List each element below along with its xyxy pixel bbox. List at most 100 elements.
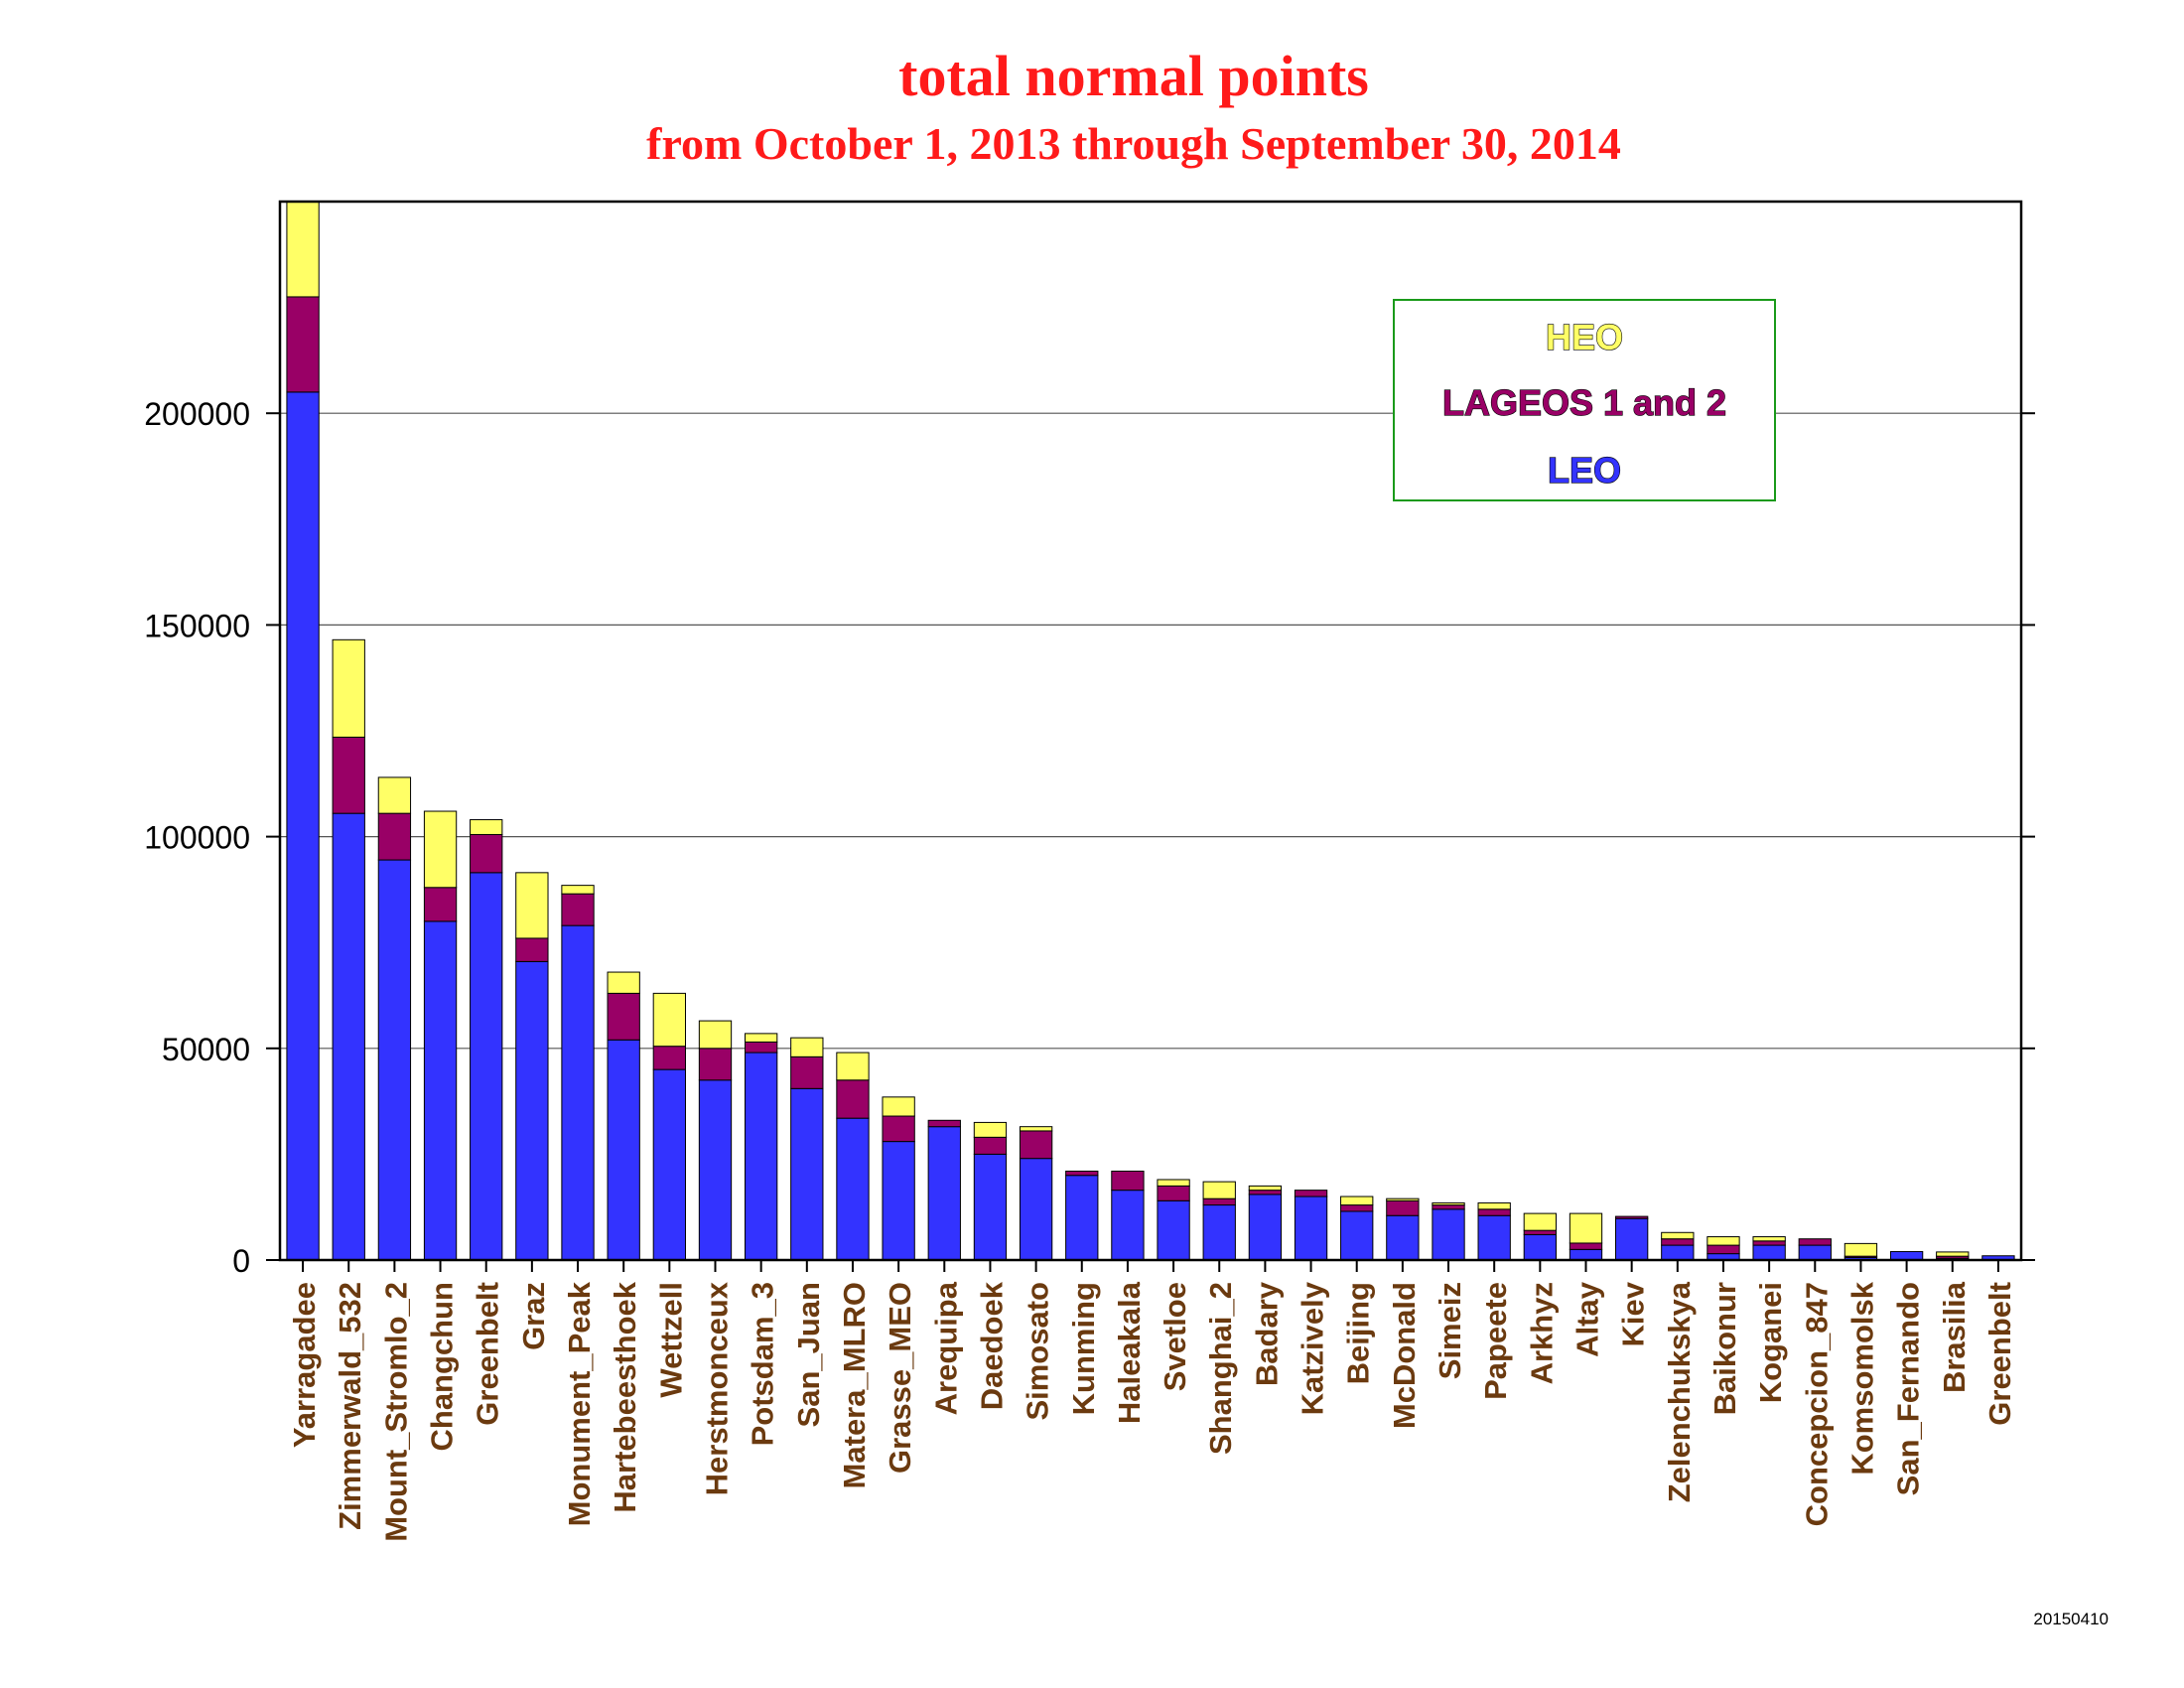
x-tick-label: Simeiz <box>1433 1282 1467 1379</box>
bar-segment-heo <box>698 1020 733 1050</box>
bar-segment-leo <box>927 1126 961 1261</box>
bar-segment-heo <box>470 819 503 835</box>
bar-segment-heo <box>1752 1236 1786 1242</box>
x-tick-label: Haleakala <box>1112 1281 1147 1424</box>
x-tick-label: Greenbelt <box>471 1282 505 1426</box>
x-tick-label: Wettzell <box>653 1282 688 1398</box>
bar-segment-heo <box>1386 1197 1420 1201</box>
x-tick-label: Graz <box>516 1282 551 1350</box>
bar-segment-leo <box>1752 1244 1786 1261</box>
bar-segment-heo <box>1706 1236 1740 1246</box>
bar-segment-lageos <box>1798 1238 1832 1246</box>
bar-segment-leo <box>698 1079 733 1261</box>
bar-segment-lageos <box>1340 1204 1374 1212</box>
bar-segment-lageos <box>1065 1170 1099 1177</box>
bar-segment-leo <box>1569 1248 1603 1261</box>
bar-segment-lageos <box>286 296 320 393</box>
bar-segment-leo <box>1615 1217 1649 1261</box>
x-tick-label: Badary <box>1249 1281 1284 1386</box>
x-tick-label: Daedoek <box>974 1281 1009 1410</box>
bar-segment-leo <box>1386 1214 1420 1261</box>
y-tick-label: 200000 <box>144 396 250 432</box>
bar-segment-heo <box>1432 1201 1465 1206</box>
bar-segment-lageos <box>515 937 549 962</box>
y-axis: 0 50000 100000 150000 200000 <box>144 396 2035 1279</box>
bar-segment-lageos <box>836 1079 870 1119</box>
x-axis: Yarragadee Zimmerwald_532 Mount_Stromlo_2 C… <box>287 1260 2017 1542</box>
y-tick-label: 150000 <box>144 608 250 643</box>
bar-segment-heo <box>1936 1251 1970 1257</box>
chart-subtitle: from October 1, 2013 through September 3… <box>646 118 1621 169</box>
bar-segment-lageos <box>790 1055 824 1089</box>
bar-segment-leo <box>1477 1214 1511 1261</box>
bar-segment-leo <box>790 1087 824 1261</box>
x-tick-label: Greenbelt <box>1982 1282 2017 1426</box>
bar-segment-lageos <box>607 992 640 1041</box>
bar-segment-leo <box>286 391 320 1261</box>
bar-segment-lageos <box>1294 1190 1328 1197</box>
bar-segment-heo <box>1340 1196 1374 1206</box>
bar-segment-heo <box>1248 1185 1283 1192</box>
x-tick-label: Zelenchukskya <box>1662 1281 1697 1502</box>
x-tick-label: Brasilia <box>1937 1281 1972 1393</box>
x-tick-label: Arequipa <box>928 1281 963 1415</box>
bar-segment-heo <box>1202 1181 1236 1199</box>
bar-segment-heo <box>1569 1212 1603 1244</box>
bar-segment-heo <box>836 1052 870 1081</box>
bar-segment-leo <box>1798 1244 1832 1261</box>
bar-segment-heo <box>790 1037 824 1057</box>
bar-segment-heo <box>1157 1179 1190 1187</box>
bar-segment-heo <box>1019 1126 1053 1132</box>
bar-segment-leo <box>836 1117 870 1261</box>
bar-segment-heo <box>561 885 595 895</box>
bar-segment-lageos <box>1432 1204 1465 1210</box>
bar-segment-lageos <box>1157 1185 1190 1201</box>
bar-segment-lageos <box>1615 1215 1649 1219</box>
bar-segment-lageos <box>1248 1190 1283 1196</box>
x-tick-label: San_Juan <box>791 1282 826 1427</box>
x-tick-label: Papeete <box>1478 1282 1513 1400</box>
x-tick-label: Changchun <box>425 1282 460 1452</box>
bar-segment-leo <box>1432 1208 1465 1261</box>
x-tick-label: Monument_Peak <box>562 1281 597 1526</box>
x-tick-label: Baikonur <box>1707 1282 1742 1415</box>
bar-segment-lageos <box>1386 1199 1420 1216</box>
bar-segment-leo <box>1019 1158 1053 1261</box>
bar-segment-heo <box>652 992 687 1048</box>
bar-segment-heo <box>286 201 320 298</box>
bar-segment-lageos <box>561 893 595 926</box>
bar-segment-leo <box>470 872 503 1261</box>
bar-segment-leo <box>1340 1210 1374 1261</box>
x-tick-label: Katzively <box>1296 1281 1330 1415</box>
x-tick-label: Herstmonceux <box>700 1281 735 1495</box>
bar-segment-leo <box>882 1141 915 1261</box>
bar-segment-leo <box>332 812 365 1261</box>
bar-segment-heo <box>1477 1201 1511 1210</box>
legend-entry-leo: LEO <box>1548 450 1621 491</box>
bar-segment-heo <box>973 1121 1008 1138</box>
y-tick-label: 0 <box>232 1243 250 1279</box>
x-tick-label: Zimmerwald_532 <box>333 1282 367 1530</box>
legend: HEO LAGEOS 1 and 2 LEO <box>1393 299 1776 501</box>
bar-segment-leo <box>561 924 595 1261</box>
bar-segment-lageos <box>1569 1242 1603 1250</box>
chart-title: total normal points <box>898 44 1369 108</box>
bar-segment-lageos <box>1202 1197 1236 1206</box>
x-tick-label: Kiev <box>1616 1281 1651 1346</box>
bar-segment-lageos <box>927 1119 961 1128</box>
y-tick-label: 50000 <box>162 1032 250 1067</box>
x-tick-label: Grasse_MEO <box>883 1282 917 1474</box>
x-tick-label: Matera_MLRO <box>837 1282 872 1488</box>
bar-segment-heo <box>1843 1242 1878 1257</box>
bar-segment-heo <box>377 776 412 814</box>
bar-segment-lageos <box>745 1041 778 1054</box>
legend-entry-heo: HEO <box>1546 317 1623 357</box>
legend-entry-lageos: LAGEOS 1 and 2 <box>1442 382 1726 423</box>
x-tick-label: McDonald <box>1387 1282 1422 1429</box>
bar-segment-lageos <box>1111 1170 1145 1192</box>
bar-segment-leo <box>973 1153 1008 1261</box>
bar-segment-leo <box>1157 1199 1190 1261</box>
bar-segment-leo <box>1202 1204 1236 1261</box>
bar-segment-leo <box>1889 1250 1924 1261</box>
